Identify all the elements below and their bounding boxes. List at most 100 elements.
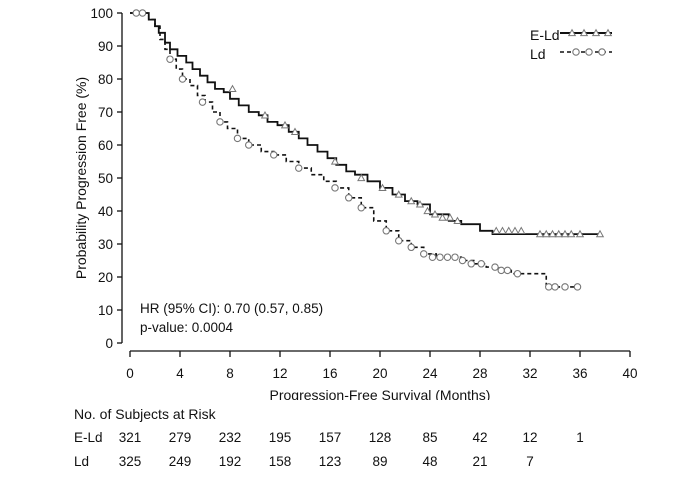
risk-value: 325: [118, 454, 142, 469]
censor-marker-e-ld: [535, 229, 545, 238]
x-axis-title: Progression-Free Survival (Months): [270, 387, 491, 400]
censor-marker-e-ld: [438, 213, 447, 221]
x-ticks: 0 4 8 12 16 20 24 28 32 36 40: [126, 351, 638, 381]
censor-marker-ld: [497, 266, 505, 275]
censor-marker-e-ld: [504, 226, 513, 234]
censor-marker-e-ld: [567, 229, 576, 238]
legend-label-e-ld: E-Ld: [530, 27, 560, 43]
censor-marker-ld: [198, 98, 207, 106]
censor-marker-ld: [451, 253, 459, 261]
censor-marker-ld: [561, 283, 569, 291]
risk-value: 158: [268, 454, 292, 469]
series-markers: [132, 9, 605, 291]
y-tick-label: 40: [98, 204, 113, 219]
risk-row-label: Ld: [74, 454, 90, 469]
censor-marker-ld: [467, 260, 475, 268]
censor-marker-e-ld: [453, 216, 462, 225]
legend-marker-circle: [585, 48, 593, 56]
censor-marker-e-ld: [378, 183, 387, 192]
risk-value: 321: [118, 430, 142, 445]
censor-marker-ld: [419, 250, 428, 258]
series-line-e-ld: [130, 12, 600, 235]
series-line-ld: [130, 12, 578, 288]
x-tick-label: 32: [522, 366, 537, 381]
risk-value: 12: [522, 430, 538, 445]
censor-marker-ld: [491, 263, 499, 271]
censor-marker-e-ld: [517, 226, 526, 234]
censor-marker-ld: [443, 253, 452, 261]
risk-value: 21: [472, 454, 488, 469]
censor-marker-e-ld: [407, 196, 416, 205]
km-chart: 0 10 20 30 40 50 60 70 80 90 100 0 4 8 12 16 20 24 28 32 36…: [73, 6, 638, 400]
censor-marker-ld: [544, 283, 553, 291]
censor-marker-e-ld: [228, 84, 237, 93]
legend-marker-circle: [598, 48, 606, 56]
censor-marker-e-ld: [445, 213, 455, 221]
censor-marker-e-ld: [423, 206, 432, 215]
y-tick-label: 50: [98, 171, 113, 186]
risk-row-ld: Ld 325 249 192 158 123 89 48 21 7: [0, 454, 679, 474]
censor-marker-e-ld: [394, 190, 403, 198]
censor-marker-e-ld: [595, 229, 605, 238]
censor-marker-e-ld: [430, 209, 440, 218]
x-tick-label: 36: [572, 366, 587, 381]
censor-marker-ld: [269, 151, 278, 159]
censor-marker-ld: [436, 253, 444, 261]
x-tick-label: 4: [176, 366, 184, 381]
y-ticks: 0 10 20 30 40 50 60 70 80 90 100: [90, 6, 122, 351]
risk-row-e-ld: E-Ld 321 279 232 195 157 128 85 42 12 1: [0, 430, 679, 450]
censor-marker-e-ld: [575, 229, 585, 238]
legend-marker-triangle: [603, 28, 613, 37]
risk-value: 128: [368, 430, 392, 445]
censor-marker-e-ld: [510, 226, 520, 234]
censor-marker-e-ld: [415, 200, 425, 208]
censor-marker-ld: [138, 9, 147, 17]
censor-marker-ld: [513, 269, 522, 278]
y-tick-label: 100: [90, 6, 113, 21]
x-tick-label: 24: [422, 366, 438, 381]
x-tick-label: 12: [272, 366, 287, 381]
legend-label-ld: Ld: [530, 46, 546, 62]
x-tick-label: 28: [472, 366, 487, 381]
risk-row-label: E-Ld: [74, 430, 103, 445]
y-tick-label: 60: [98, 138, 113, 153]
p-value-text: p-value: 0.0004: [140, 320, 234, 335]
risk-value: 123: [318, 454, 342, 469]
censor-marker-ld: [394, 236, 403, 245]
censor-marker-ld: [503, 266, 512, 275]
risk-value: 279: [168, 430, 192, 445]
censor-marker-ld: [294, 164, 303, 172]
y-tick-label: 10: [98, 303, 113, 318]
legend-marker-triangle: [567, 28, 577, 37]
censor-marker-ld: [357, 203, 365, 212]
censor-marker-ld: [458, 256, 467, 265]
censor-marker-e-ld: [554, 229, 563, 238]
censor-marker-ld: [216, 118, 224, 126]
x-tick-label: 20: [372, 366, 387, 381]
censor-marker-ld: [331, 184, 339, 192]
censor-marker-e-ld: [542, 229, 551, 238]
censor-marker-ld: [233, 134, 242, 143]
risk-value: 85: [422, 430, 438, 445]
risk-value: 42: [472, 430, 488, 445]
risk-value: 7: [526, 454, 534, 469]
censor-marker-e-ld: [357, 173, 366, 182]
legend-marker-triangle: [591, 28, 601, 37]
censor-marker-ld: [178, 75, 187, 83]
risk-table-title: No. of Subjects at Risk: [74, 406, 216, 422]
censor-marker-ld: [551, 283, 559, 291]
risk-value: 48: [422, 454, 438, 469]
legend-marker-triangle: [579, 28, 589, 37]
censor-marker-ld: [573, 283, 582, 291]
y-tick-label: 0: [105, 336, 113, 351]
censor-marker-ld: [344, 194, 353, 202]
y-tick-label: 20: [98, 270, 113, 285]
censor-marker-e-ld: [280, 120, 290, 129]
censor-marker-e-ld: [260, 110, 270, 119]
y-tick-label: 80: [98, 72, 113, 87]
x-tick-label: 16: [322, 366, 337, 381]
risk-value: 232: [218, 430, 242, 445]
risk-value: 157: [318, 430, 342, 445]
legend-markers-ld: [572, 48, 606, 56]
censor-marker-ld: [407, 243, 415, 252]
